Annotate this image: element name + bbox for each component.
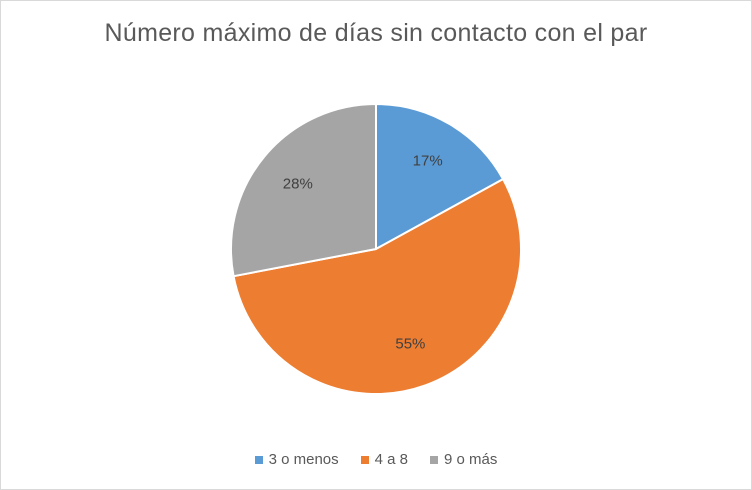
pie-slices [230, 103, 522, 396]
data-label-4-a-8: 55% [395, 335, 425, 352]
legend-item-3-o-menos: 3 o menos [254, 451, 339, 468]
pie-slice-9-o-mas [230, 103, 377, 278]
pie-slice-3-o-menos [375, 103, 505, 250]
legend-swatch-4-a-8 [360, 455, 369, 464]
chart-title: Número máximo de días sin contacto con e… [104, 19, 648, 47]
legend-swatch-3-o-menos [254, 455, 263, 464]
data-label-9-o-mas: 28% [283, 175, 313, 192]
legend-label-4-a-8: 4 a 8 [374, 451, 409, 468]
data-label-3-o-menos: 17% [413, 153, 443, 170]
legend: 3 o menos 4 a 8 9 o más [1, 451, 751, 468]
pie-data-labels: 17% 55% 28% [283, 153, 443, 353]
pie-slice-4-a-8 [232, 178, 522, 396]
legend-swatch-9-o-mas [430, 455, 439, 464]
legend-item-9-o-mas: 9 o más [430, 451, 497, 468]
legend-item-4-a-8: 4 a 8 [360, 451, 409, 468]
legend-label-9-o-mas: 9 o más [444, 451, 498, 468]
legend-label-3-o-menos: 3 o menos [268, 451, 339, 468]
